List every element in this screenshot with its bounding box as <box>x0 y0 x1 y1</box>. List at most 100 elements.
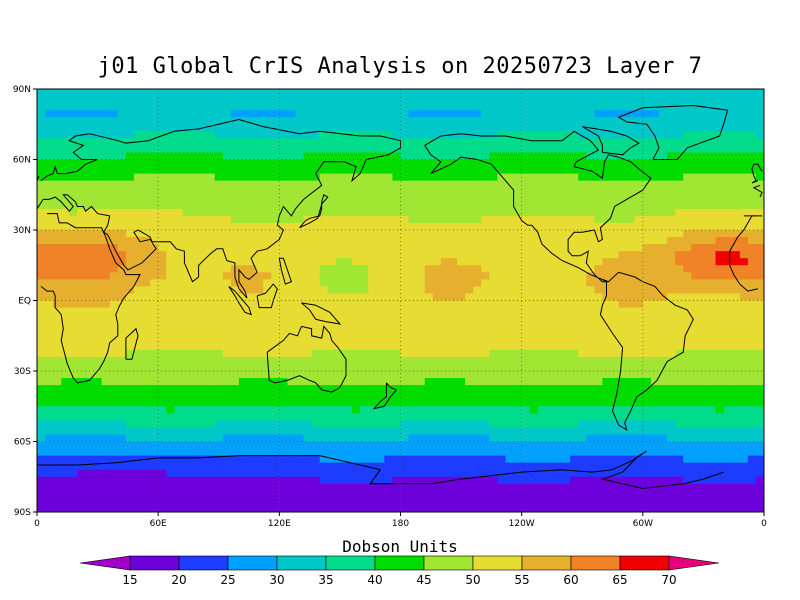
field-cell <box>440 321 450 330</box>
field-cell <box>384 173 394 182</box>
field-cell <box>626 335 636 344</box>
field-cell <box>424 145 434 154</box>
field-cell <box>497 286 507 295</box>
field-cell <box>699 342 709 351</box>
field-cell <box>489 392 499 400</box>
field-cell <box>667 293 676 302</box>
field-cell <box>432 406 442 414</box>
field-cell <box>457 371 466 379</box>
field-cell <box>602 131 612 139</box>
field-cell <box>222 286 232 295</box>
field-cell <box>271 272 280 280</box>
field-cell <box>699 448 709 457</box>
field-cell <box>327 265 337 273</box>
field-cell <box>384 392 394 400</box>
field-cell <box>424 399 434 407</box>
field-cell <box>53 279 62 287</box>
field-cell <box>448 328 458 337</box>
field-cell <box>77 293 87 302</box>
field-cell <box>529 349 539 358</box>
field-cell <box>85 349 95 358</box>
field-cell <box>747 145 757 154</box>
field-cell <box>158 124 167 132</box>
field-cell <box>303 406 313 414</box>
field-cell <box>747 124 757 132</box>
field-cell <box>473 392 482 400</box>
field-cell <box>158 230 167 238</box>
field-cell <box>335 321 345 330</box>
field-cell <box>473 265 482 273</box>
field-cell <box>586 187 595 196</box>
field-cell <box>287 427 297 436</box>
field-cell <box>424 349 434 358</box>
field-cell <box>562 152 571 161</box>
field-cell <box>465 371 474 379</box>
field-cell <box>448 89 458 97</box>
field-cell <box>731 89 741 97</box>
field-cell <box>319 293 329 302</box>
field-cell <box>400 307 410 316</box>
field-cell <box>133 286 143 295</box>
field-cell <box>303 110 313 118</box>
field-cell <box>650 89 660 97</box>
field-cell <box>368 166 377 175</box>
field-cell <box>271 258 280 266</box>
field-cell <box>416 230 426 238</box>
field-cell <box>416 110 426 118</box>
field-cell <box>182 258 192 266</box>
field-cell <box>360 434 369 443</box>
field-cell <box>667 420 676 428</box>
field-cell <box>368 349 377 358</box>
field-cell <box>206 145 216 154</box>
field-cell <box>158 293 167 302</box>
field-cell <box>545 124 555 132</box>
field-cell <box>457 180 466 189</box>
field-cell <box>723 208 733 217</box>
field-cell <box>529 434 539 443</box>
field-cell <box>408 272 418 280</box>
field-cell <box>489 201 499 210</box>
field-cell <box>174 356 183 365</box>
field-cell <box>513 159 523 168</box>
field-cell <box>360 300 369 309</box>
field-cell <box>723 399 733 407</box>
field-cell <box>238 286 248 295</box>
field-cell <box>271 462 280 471</box>
field-cell <box>158 434 167 443</box>
field-cell <box>174 138 183 146</box>
field-cell <box>125 159 135 168</box>
field-cell <box>335 173 345 182</box>
field-cell <box>166 110 175 118</box>
field-cell <box>473 462 482 471</box>
field-cell <box>537 455 547 464</box>
field-cell <box>529 272 539 280</box>
field-cell <box>125 96 135 104</box>
field-cell <box>271 427 280 436</box>
field-cell <box>335 201 345 210</box>
field-cell <box>650 356 660 365</box>
field-cell <box>190 152 200 161</box>
field-cell <box>279 342 289 351</box>
field-cell <box>755 300 764 309</box>
field-cell <box>279 159 289 168</box>
field-cell <box>739 349 749 358</box>
field-cell <box>715 173 725 182</box>
field-cell <box>416 328 426 337</box>
field-cell <box>626 251 636 259</box>
field-cell <box>602 420 612 428</box>
field-cell <box>352 124 361 132</box>
field-cell <box>101 180 111 189</box>
field-cell <box>287 89 297 97</box>
field-cell <box>553 201 563 210</box>
field-cell <box>570 201 579 210</box>
field-cell <box>489 222 499 231</box>
field-cell <box>707 469 717 478</box>
field-cell <box>553 230 563 238</box>
field-cell <box>198 363 208 372</box>
field-cell <box>723 335 733 344</box>
field-cell <box>440 194 450 203</box>
field-cell <box>247 187 256 196</box>
field-cell <box>287 392 297 400</box>
field-cell <box>303 208 313 217</box>
field-cell <box>715 462 725 471</box>
